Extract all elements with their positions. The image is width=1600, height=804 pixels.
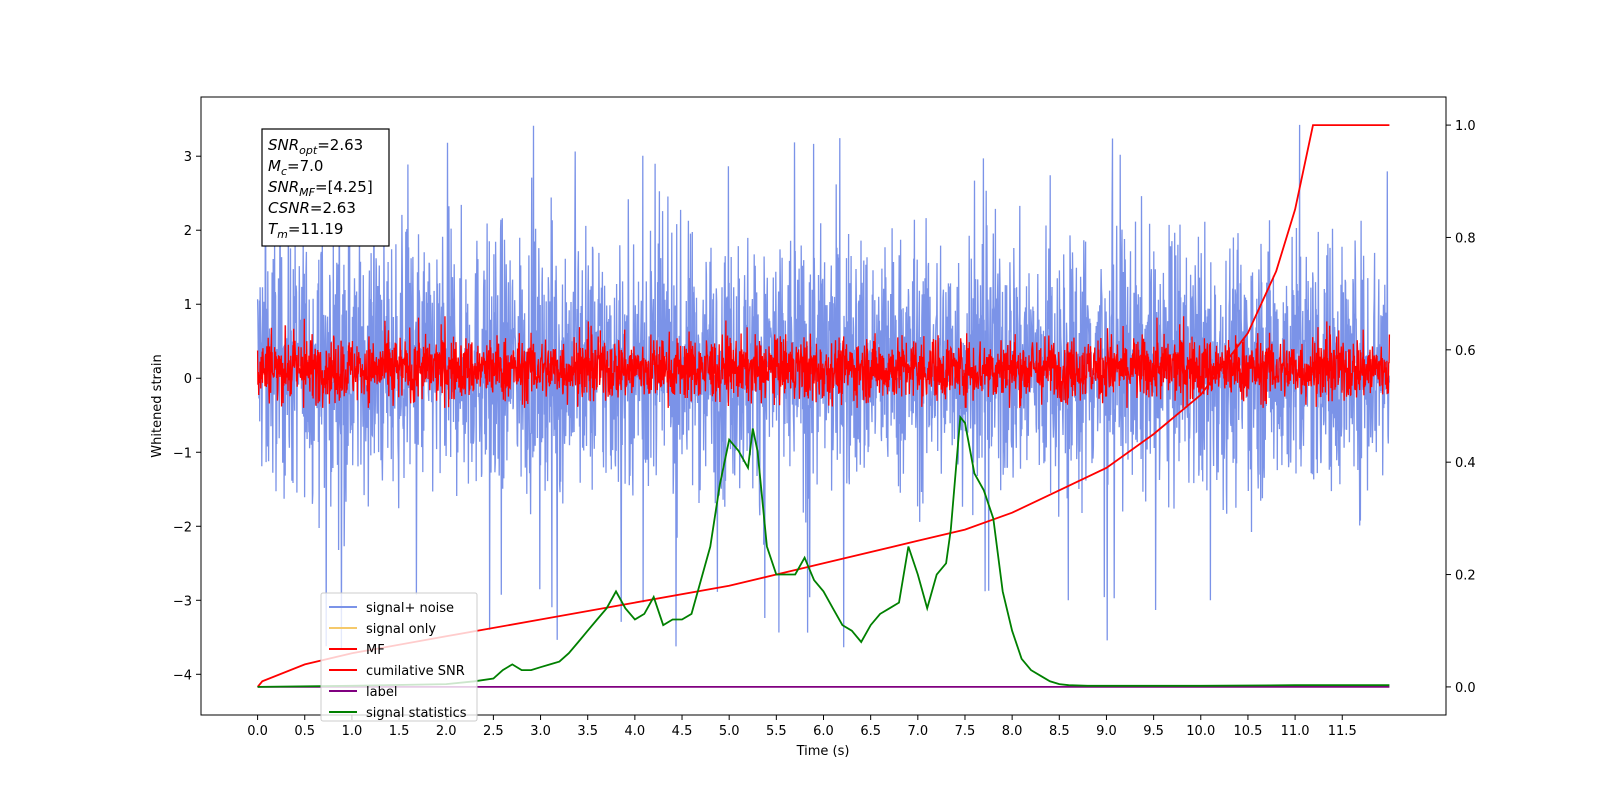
x-tick-label: 3.0 bbox=[530, 724, 551, 739]
y-left-tick-label: −3 bbox=[173, 594, 192, 609]
x-tick-label: 2.0 bbox=[436, 724, 457, 739]
x-axis-label: Time (s) bbox=[796, 744, 850, 759]
y-axis-label: Whitened strain bbox=[150, 354, 165, 457]
y-left-tick-label: −4 bbox=[173, 668, 192, 683]
x-tick-label: 1.0 bbox=[342, 724, 363, 739]
info-csnr: CSNR=2.63 bbox=[268, 199, 356, 217]
x-tick-label: 4.5 bbox=[672, 724, 693, 739]
x-tick-label: 8.5 bbox=[1049, 724, 1070, 739]
x-tick-label: 0.5 bbox=[294, 724, 315, 739]
y-left-tick-label: 2 bbox=[184, 224, 192, 239]
x-tick-label: 7.5 bbox=[955, 724, 976, 739]
x-tick-label: 10.0 bbox=[1186, 724, 1215, 739]
y-left-tick-label: −1 bbox=[173, 446, 192, 461]
series-line-mf bbox=[256, 316, 1391, 408]
x-tick-label: 5.5 bbox=[766, 724, 787, 739]
x-axis: 0.0 0.5 1.0 1.5 2.0 2.5 3.0 3.5 4.0 4.5 5.0 5.5 6.0 6… bbox=[247, 715, 1357, 739]
x-tick-label: 5.0 bbox=[719, 724, 740, 739]
x-tick-label: 1.5 bbox=[389, 724, 410, 739]
info-snr-mf: SNRMF=[4.25] bbox=[268, 178, 373, 199]
x-tick-label: 9.0 bbox=[1096, 724, 1117, 739]
x-tick-label: 9.5 bbox=[1143, 724, 1164, 739]
x-tick-label: 11.5 bbox=[1328, 724, 1357, 739]
y-axis-right: 1.0 0.8 0.6 0.4 0.2 0.0 bbox=[1446, 119, 1476, 696]
info-mc: Mc=7.0 bbox=[268, 157, 323, 178]
y-left-tick-label: 1 bbox=[184, 298, 192, 313]
x-tick-label: 4.0 bbox=[625, 724, 646, 739]
info-snr-opt: SNRopt=2.63 bbox=[268, 136, 363, 157]
x-tick-label: 0.0 bbox=[247, 724, 268, 739]
x-tick-label: 6.0 bbox=[813, 724, 834, 739]
y-axis-left: 3 2 1 0 −1 −2 −3 −4 bbox=[173, 150, 201, 683]
x-tick-label: 10.5 bbox=[1233, 724, 1262, 739]
y-left-tick-label: 3 bbox=[184, 150, 192, 165]
legend-label: MF bbox=[366, 643, 385, 658]
y-right-tick-label: 0.8 bbox=[1455, 231, 1476, 246]
info-box: SNRopt=2.63 Mc=7.0 SNRMF=[4.25] CSNR=2.6… bbox=[261, 128, 390, 247]
y-right-tick-label: 0.2 bbox=[1455, 569, 1476, 584]
info-tm: Tm=11.19 bbox=[268, 220, 343, 241]
x-tick-label: 11.0 bbox=[1281, 724, 1310, 739]
y-right-tick-label: 0.0 bbox=[1455, 681, 1476, 696]
y-left-tick-label: 0 bbox=[184, 372, 192, 387]
y-right-tick-label: 1.0 bbox=[1455, 119, 1476, 134]
series-line-signal-noise bbox=[256, 124, 1391, 651]
legend-label: cumilative SNR bbox=[366, 664, 465, 679]
x-tick-label: 2.5 bbox=[483, 724, 504, 739]
series-mf bbox=[256, 316, 1391, 408]
x-tick-label: 8.0 bbox=[1002, 724, 1023, 739]
y-right-tick-label: 0.6 bbox=[1455, 344, 1476, 359]
legend-label: label bbox=[366, 685, 397, 700]
y-right-tick-label: 0.4 bbox=[1455, 456, 1476, 471]
legend-label: signal statistics bbox=[366, 706, 467, 721]
series-line-signal-statistics bbox=[257, 414, 1390, 688]
x-tick-label: 6.5 bbox=[860, 724, 881, 739]
legend-label: signal only bbox=[366, 622, 436, 637]
y-left-tick-label: −2 bbox=[173, 520, 192, 535]
x-tick-label: 7.0 bbox=[907, 724, 928, 739]
x-tick-label: 3.5 bbox=[577, 724, 598, 739]
legend-label: signal+ noise bbox=[366, 601, 454, 616]
legend: signal+ noise signal only MF cumilative SNR… bbox=[320, 592, 478, 722]
series-signal-noise bbox=[256, 124, 1391, 651]
